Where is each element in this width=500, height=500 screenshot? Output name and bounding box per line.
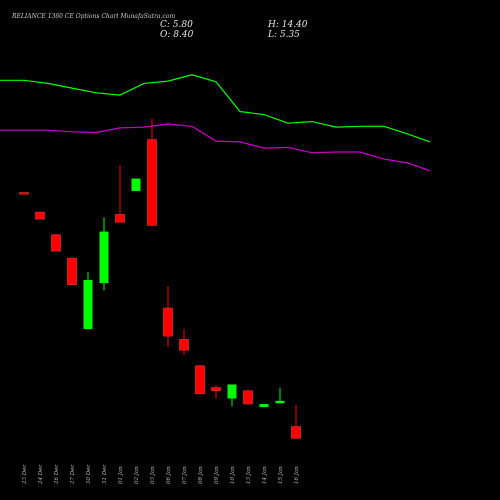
- candle-body: [19, 192, 29, 195]
- candle-body: [163, 307, 173, 337]
- upper-indicator-line: [0, 74, 431, 143]
- x-tick-label: 10 Jan: [230, 466, 236, 484]
- x-tick-label: 01 Jan: [118, 466, 124, 484]
- candle-body: [211, 387, 221, 392]
- candle-body: [259, 403, 269, 408]
- x-tick-label: 14 Jan: [262, 466, 268, 484]
- x-tick-label: 30 Dec: [86, 465, 92, 485]
- x-tick-label: 03 Jan: [150, 466, 156, 484]
- x-tick-label: 08 Jan: [198, 466, 204, 484]
- x-tick-label: 09 Jan: [214, 466, 220, 484]
- x-tick-label: 13 Jan: [246, 466, 252, 484]
- x-tick-label: 27 Dec: [70, 465, 76, 486]
- x-tick-label: 31 Dec: [102, 465, 108, 485]
- candle-body: [131, 178, 141, 192]
- x-tick-label: 15 Jan: [278, 466, 284, 484]
- candle-body: [195, 365, 205, 395]
- candle-body: [115, 214, 125, 223]
- x-tick-label: 16 Jan: [294, 466, 300, 484]
- candle-body: [179, 338, 189, 351]
- lower-indicator-line: [0, 123, 431, 172]
- candle-body: [291, 426, 301, 439]
- x-tick-label: 07 Jan: [182, 466, 188, 484]
- close-value: C: 5.80: [160, 20, 193, 30]
- chart-title: RELIANCE 1360 CE Options Chart MunafaSut…: [12, 13, 176, 20]
- x-tick-label: 26 Dec: [54, 465, 60, 486]
- x-tick-label: 06 Jan: [166, 466, 172, 484]
- candle-body: [243, 390, 253, 405]
- candle-body: [99, 231, 109, 284]
- candle-body: [51, 234, 61, 252]
- x-tick-label: 23 Dec: [22, 465, 28, 486]
- candle-body: [275, 400, 285, 404]
- candle-body: [147, 139, 157, 226]
- candle-body: [35, 211, 45, 220]
- open-value: O: 8.40: [160, 30, 194, 40]
- candle-body: [83, 279, 93, 330]
- x-tick-label: 24 Dec: [38, 465, 44, 486]
- low-value: L: 5.35: [268, 30, 300, 40]
- x-tick-label: 02 Jan: [134, 466, 140, 484]
- high-value: H: 14.40: [268, 20, 308, 30]
- candle-body: [227, 384, 237, 399]
- candle-body: [67, 257, 77, 285]
